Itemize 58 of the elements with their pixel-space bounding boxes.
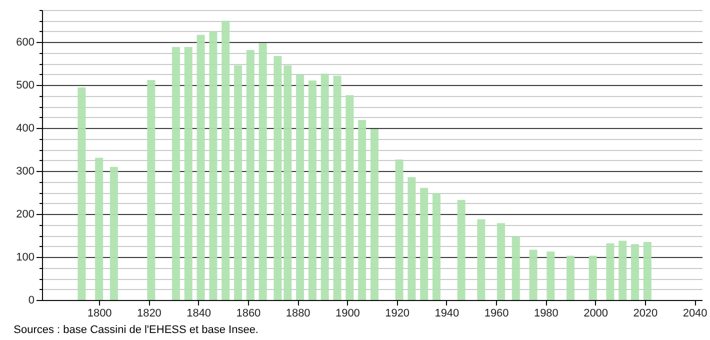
bar: [457, 200, 466, 300]
y-tick-label: 300: [16, 166, 34, 178]
bar: [78, 87, 86, 300]
bar: [408, 177, 416, 300]
x-tick-label: 2040: [682, 308, 708, 320]
bar: [258, 43, 267, 300]
x-tick-label: 1940: [434, 308, 460, 320]
x-tick-label: 1880: [286, 308, 310, 320]
source-note: Sources : base Cassini de l'EHESS et base Insee.: [14, 324, 258, 336]
bar: [346, 95, 354, 300]
bar: [420, 188, 428, 300]
bar: [546, 251, 555, 300]
bar: [234, 65, 242, 300]
bar: [529, 250, 538, 300]
bar: [618, 240, 627, 300]
bar: [184, 46, 192, 300]
bar: [395, 160, 404, 300]
y-tick-label: 500: [16, 80, 34, 92]
bar: [222, 20, 230, 300]
bar: [246, 50, 254, 300]
bar: [566, 256, 574, 300]
bar: [209, 31, 218, 300]
bar: [606, 243, 614, 300]
x-tick-label: 1920: [385, 308, 410, 320]
x-tick-label: 1980: [534, 308, 558, 320]
x-tick-label: 2000: [584, 308, 608, 320]
y-tick-label: 100: [16, 252, 34, 264]
y-tick-label: 400: [16, 122, 34, 135]
bar: [333, 76, 342, 300]
x-tick-label: 2020: [633, 308, 658, 320]
bar: [147, 80, 156, 300]
bar: [432, 193, 441, 300]
bar: [296, 74, 304, 300]
x-tick-label: 1960: [484, 308, 509, 320]
bar: [358, 120, 366, 300]
x-tick-label: 1840: [186, 308, 212, 320]
bar: [631, 244, 640, 300]
x-tick-label: 1900: [335, 308, 360, 320]
x-tick-label: 1800: [87, 308, 112, 320]
bar: [588, 256, 597, 300]
bar: [512, 236, 520, 300]
x-tick-label: 1860: [236, 308, 261, 320]
bar: [308, 80, 316, 300]
y-tick-label: 600: [16, 36, 34, 49]
bar: [110, 166, 118, 300]
bar: [284, 65, 292, 300]
bar: [196, 34, 205, 300]
bar: [172, 46, 180, 300]
bar: [477, 219, 486, 300]
y-tick-label: 200: [16, 208, 34, 221]
bar: [497, 223, 506, 300]
bar: [320, 74, 329, 300]
bar: [95, 158, 104, 300]
x-tick-label: 1820: [136, 308, 162, 320]
bar: [643, 242, 652, 300]
bar: [274, 56, 282, 300]
bar: [370, 129, 378, 300]
y-tick-label: 0: [28, 294, 34, 306]
